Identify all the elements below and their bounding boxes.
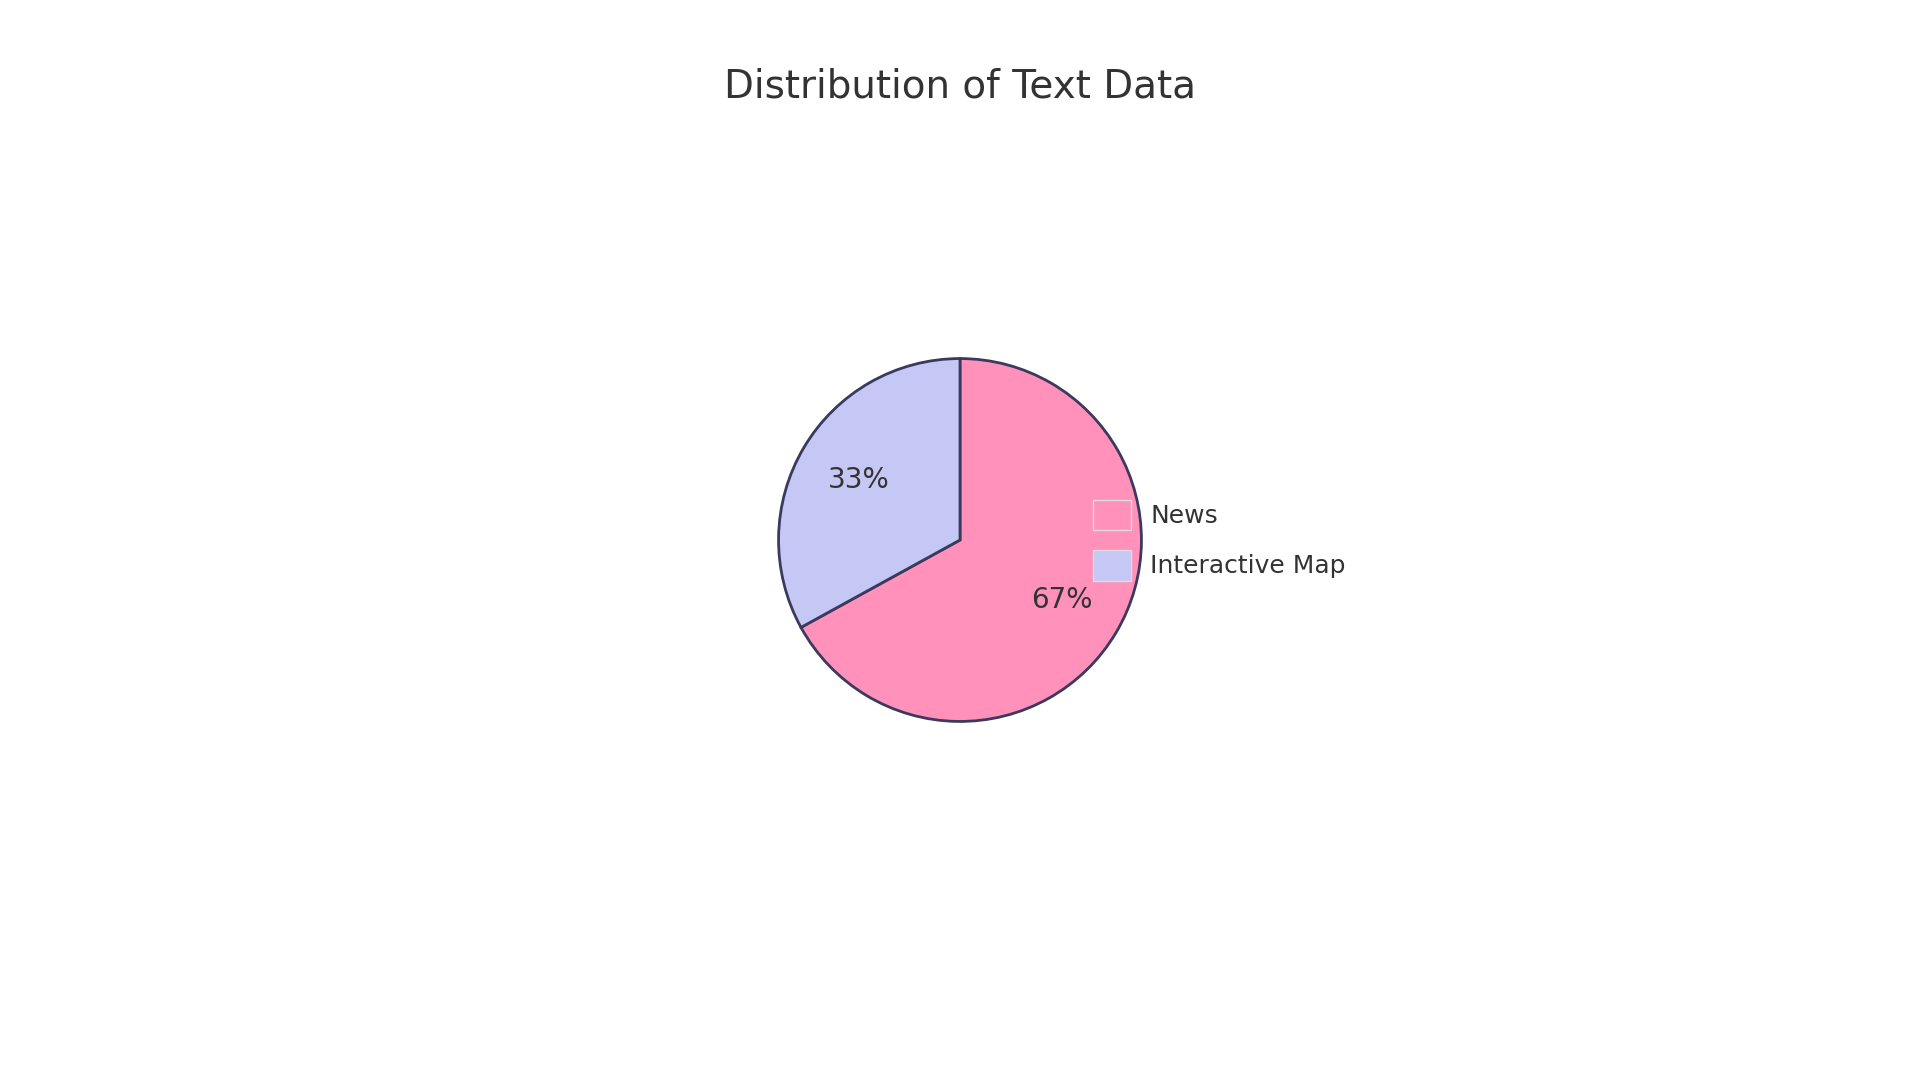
Wedge shape [780, 359, 960, 627]
Text: 67%: 67% [1031, 586, 1092, 615]
Wedge shape [801, 359, 1142, 721]
Text: 33%: 33% [828, 465, 889, 494]
Text: Distribution of Text Data: Distribution of Text Data [724, 67, 1196, 106]
Legend: News, Interactive Map: News, Interactive Map [1081, 487, 1359, 593]
